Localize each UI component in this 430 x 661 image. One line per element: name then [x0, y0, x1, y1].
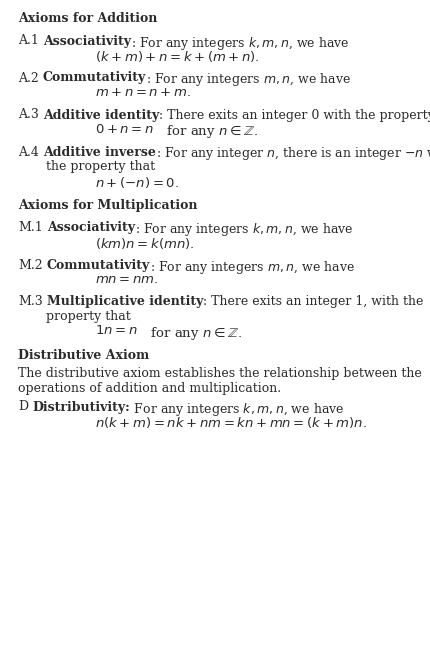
Text: Commutativity: Commutativity: [46, 258, 150, 272]
Text: $n+(-n) = 0.$: $n+(-n) = 0.$: [95, 175, 178, 190]
Text: A.3: A.3: [18, 108, 39, 122]
Text: for any $n \in \mathbb{Z}.$: for any $n \in \mathbb{Z}.$: [137, 325, 241, 342]
Text: Additive identity: Additive identity: [43, 108, 159, 122]
Text: : For any integers $k, m, n$, we have: : For any integers $k, m, n$, we have: [135, 221, 353, 239]
Text: $n(k+m) = nk + nm = kn + mn = (k+m)n.$: $n(k+m) = nk + nm = kn + mn = (k+m)n.$: [95, 415, 366, 430]
Text: For any integers $k, m, n$, we have: For any integers $k, m, n$, we have: [129, 401, 344, 418]
Text: $mn = nm.$: $mn = nm.$: [95, 273, 158, 286]
Text: $(k+m)+n = k+(m+n).$: $(k+m)+n = k+(m+n).$: [95, 49, 259, 64]
Text: M.2: M.2: [18, 258, 43, 272]
Text: Multiplicative identity: Multiplicative identity: [46, 295, 203, 309]
Text: $(km)n = k(mn).$: $(km)n = k(mn).$: [95, 236, 194, 251]
Text: Associativity: Associativity: [43, 34, 131, 48]
Text: for any $n \in \mathbb{Z}.$: for any $n \in \mathbb{Z}.$: [154, 123, 257, 140]
Text: D: D: [18, 401, 28, 414]
Text: : For any integer $n$, there is an integer $-n$ with: : For any integer $n$, there is an integ…: [155, 145, 430, 163]
Text: $1n = n$: $1n = n$: [95, 325, 137, 338]
Text: A.2: A.2: [18, 71, 39, 85]
Text: : For any integers $m, n$, we have: : For any integers $m, n$, we have: [150, 258, 354, 276]
Text: : There exits an integer 1, with the: : There exits an integer 1, with the: [203, 295, 423, 309]
Text: $0 + n = n$: $0 + n = n$: [95, 123, 154, 136]
Text: : For any integers $m, n$, we have: : For any integers $m, n$, we have: [146, 71, 350, 89]
Text: M.3: M.3: [18, 295, 43, 309]
Text: Distributivity:: Distributivity:: [32, 401, 129, 414]
Text: the property that: the property that: [46, 160, 155, 173]
Text: property that: property that: [46, 310, 130, 323]
Text: Commutativity: Commutativity: [43, 71, 146, 85]
Text: Associativity: Associativity: [46, 221, 135, 235]
Text: A.1: A.1: [18, 34, 39, 48]
Text: Axioms for Multiplication: Axioms for Multiplication: [18, 199, 197, 212]
Text: Distributive Axiom: Distributive Axiom: [18, 349, 149, 362]
Text: Additive inverse: Additive inverse: [43, 145, 155, 159]
Text: A.4: A.4: [18, 145, 39, 159]
Text: Axioms for Addition: Axioms for Addition: [18, 12, 157, 25]
Text: M.1: M.1: [18, 221, 43, 235]
Text: : There exits an integer 0 with the property that: : There exits an integer 0 with the prop…: [159, 108, 430, 122]
Text: The distributive axiom establishes the relationship between the: The distributive axiom establishes the r…: [18, 368, 421, 381]
Text: operations of addition and multiplication.: operations of addition and multiplicatio…: [18, 382, 280, 395]
Text: : For any integers $k, m, n$, we have: : For any integers $k, m, n$, we have: [131, 34, 349, 52]
Text: $m + n = n + m.$: $m + n = n + m.$: [95, 86, 191, 99]
